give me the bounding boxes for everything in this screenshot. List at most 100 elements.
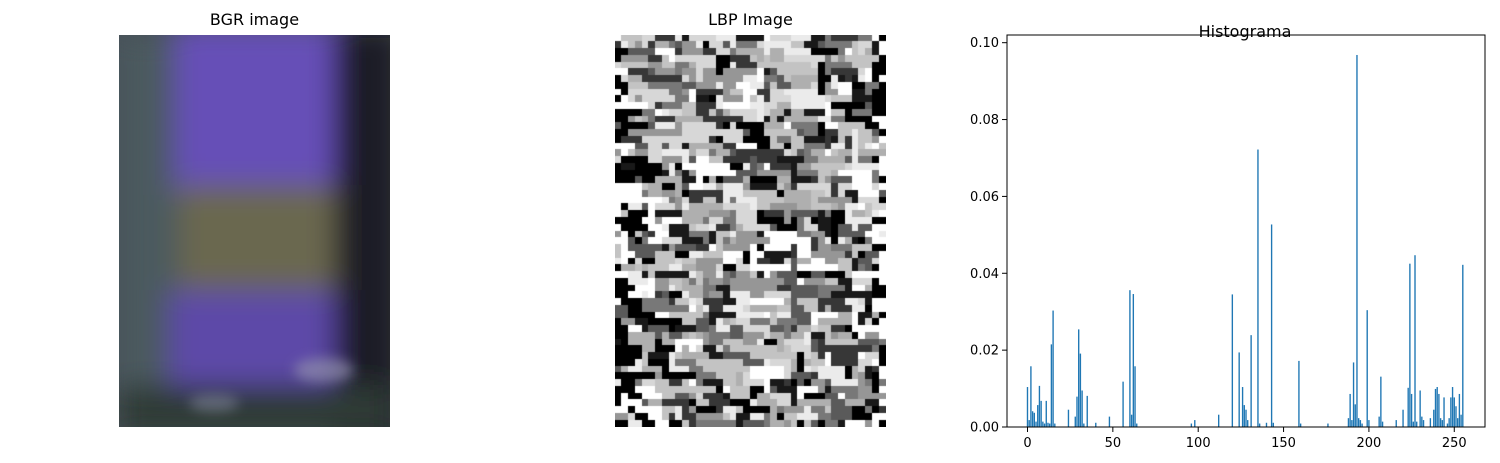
histogram-bar — [1079, 353, 1082, 427]
histogram-bar — [1122, 381, 1124, 427]
histogram-bar — [1378, 416, 1380, 427]
histogram-bar — [1136, 423, 1138, 427]
histogram-bar — [1047, 422, 1049, 427]
histogram-bar — [1241, 387, 1244, 427]
histogram-bars — [1026, 54, 1464, 427]
y-axis-ticks: 0.00 0.02 0.04 0.06 0.08 0.10 — [970, 36, 1007, 436]
histogram-bar — [1042, 421, 1044, 427]
x-tick-label: 0 — [1023, 436, 1031, 451]
histogram-bar — [1052, 310, 1054, 427]
lbp-image — [615, 35, 886, 427]
x-tick-label: 50 — [1105, 436, 1122, 451]
histogram-bar — [1243, 405, 1245, 427]
histogram-bar — [1134, 366, 1136, 427]
y-tick-label: 0.10 — [970, 36, 999, 51]
histogram-bar — [1450, 397, 1452, 427]
y-tick-label: 0.00 — [970, 421, 999, 436]
histogram-bar — [1416, 421, 1418, 427]
histogram-bar — [1190, 423, 1193, 427]
histogram-bar — [1433, 409, 1435, 427]
histogram-bar — [1257, 149, 1259, 427]
histogram-bar — [1050, 344, 1053, 427]
histogram-bar — [1359, 420, 1362, 427]
histogram-bar — [1132, 294, 1135, 427]
histogram-bar — [1366, 310, 1368, 427]
histogram-bar — [1247, 420, 1249, 427]
histogram-bar — [1038, 385, 1041, 427]
histogram-bar — [1081, 390, 1083, 427]
histogram-bar — [1238, 352, 1240, 427]
histogram-bar — [1045, 400, 1047, 427]
histogram-bar — [1453, 397, 1455, 427]
histogram-bar — [1074, 416, 1076, 427]
histogram-bar — [1368, 420, 1370, 427]
histogram-bar — [1380, 376, 1382, 427]
histogram-bar — [1434, 388, 1437, 427]
histogram-bar — [1356, 54, 1358, 427]
histogram-title: Histograma — [1199, 22, 1292, 41]
histogram-bar — [1412, 421, 1414, 427]
histogram-bar — [1381, 421, 1384, 427]
histogram-bar — [1129, 290, 1131, 427]
histogram-frame — [1006, 34, 1486, 428]
x-tick-label: 150 — [1271, 436, 1296, 451]
y-tick-label: 0.02 — [970, 344, 999, 359]
histogram-bar — [1410, 393, 1413, 427]
y-tick-label: 0.06 — [970, 190, 999, 205]
histogram-bar — [1429, 418, 1432, 427]
histogram-bar — [1086, 395, 1088, 427]
histogram-bar — [1078, 329, 1080, 427]
histogram-bar — [1448, 418, 1450, 427]
bgr-image-drawing — [119, 35, 390, 427]
histogram-bar — [1049, 423, 1051, 427]
histogram-bar — [1083, 423, 1085, 427]
histogram-bar — [1438, 393, 1440, 427]
histogram-bar — [1349, 393, 1351, 427]
histogram-bar — [1095, 422, 1097, 427]
histogram-bar — [1357, 418, 1360, 427]
histogram-bar — [1327, 423, 1329, 427]
histogram-bar — [1130, 414, 1133, 427]
histogram-bar — [1108, 416, 1111, 427]
histogram-bar — [1054, 423, 1056, 427]
histogram-bar — [1258, 423, 1261, 427]
histogram-bar — [1035, 421, 1037, 427]
histogram-bar — [1028, 420, 1030, 427]
bgr-image-title: BGR image — [209, 10, 300, 29]
histogram-bar — [1409, 263, 1411, 427]
histogram-bar — [1446, 423, 1449, 427]
histogram-bar — [1439, 418, 1442, 427]
y-tick-label: 0.04 — [970, 267, 999, 282]
histogram-bar — [1194, 420, 1196, 427]
x-axis-ticks: 0 50 100 150 200 250 — [1023, 427, 1467, 451]
histogram-bar — [1458, 393, 1461, 427]
histogram-bar — [1361, 423, 1363, 427]
histogram-bar — [1067, 409, 1070, 427]
x-tick-label: 100 — [1186, 436, 1211, 451]
histogram-bar — [1299, 423, 1302, 427]
histogram-bar — [1347, 418, 1350, 427]
x-tick-label: 250 — [1442, 436, 1467, 451]
histogram-bar — [1457, 418, 1459, 427]
lbp-image-title: LBP Image — [708, 10, 793, 29]
histogram-bar — [1218, 414, 1220, 427]
histogram-bar — [1395, 420, 1397, 427]
histogram-bar — [1250, 335, 1252, 427]
histogram-bar — [1402, 409, 1404, 427]
histogram-bar — [1026, 387, 1029, 427]
histogram-bar — [1460, 414, 1462, 427]
histogram-bar — [1030, 366, 1032, 427]
histogram-bar — [1351, 420, 1353, 427]
histogram-bar — [1455, 406, 1457, 427]
histogram-bar — [1421, 416, 1423, 427]
histogram-bar — [1040, 400, 1042, 427]
histogram-bar — [1298, 360, 1300, 427]
histogram-bar — [1043, 423, 1046, 427]
histogram-bar — [1245, 409, 1247, 427]
histogram-bar — [1270, 224, 1273, 427]
y-tick-label: 0.08 — [970, 113, 999, 128]
lbp-image-pixels — [615, 35, 886, 427]
histogram-bar — [1352, 362, 1355, 427]
histogram-bar — [1414, 255, 1416, 427]
histogram-bar — [1441, 420, 1444, 427]
